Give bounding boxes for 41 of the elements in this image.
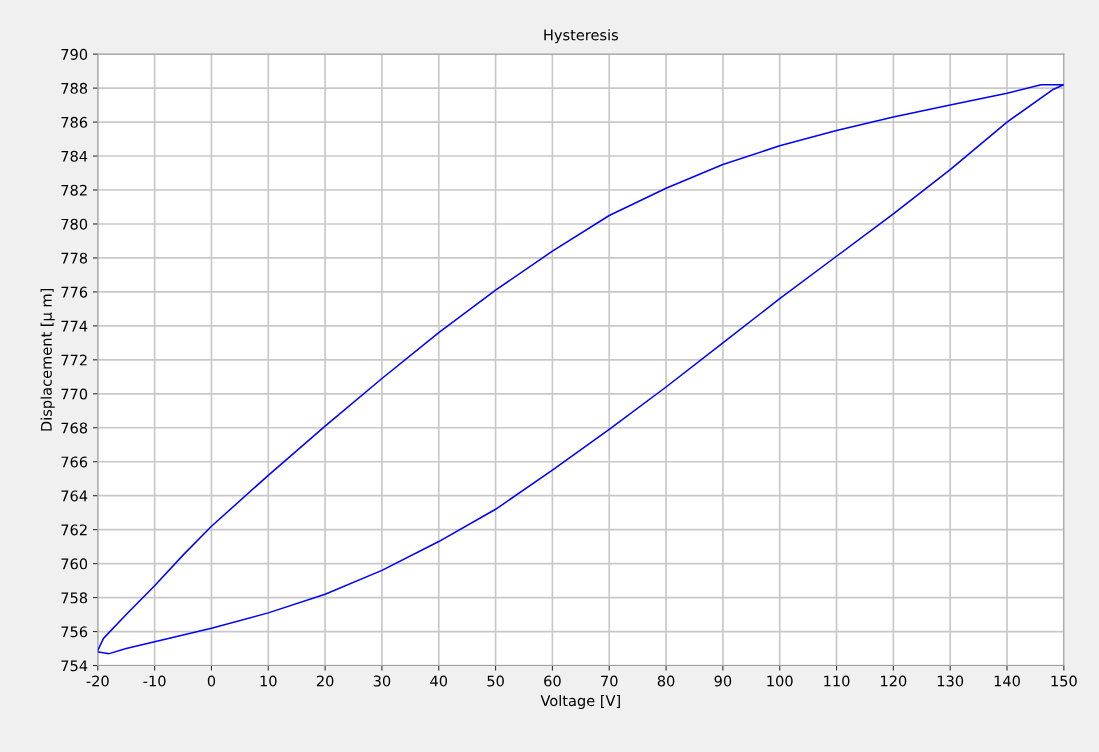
x-tick-label: 40 <box>430 675 448 687</box>
x-tick-label: 130 <box>937 675 964 687</box>
chart-title: Hysteresis <box>544 29 618 44</box>
y-tick-label: 772 <box>61 354 87 366</box>
y-tick-label: 758 <box>61 592 88 604</box>
x-tick-label: -10 <box>143 675 166 687</box>
y-tick-label: 754 <box>61 660 88 672</box>
x-tick-label: 60 <box>544 675 561 687</box>
x-tick-label: 90 <box>714 675 732 687</box>
y-tick-label: 788 <box>61 82 88 94</box>
x-tick-label: 30 <box>373 675 391 687</box>
y-tick-label: 762 <box>61 524 87 536</box>
x-tick-label: 80 <box>657 675 675 687</box>
x-tick-label: 50 <box>487 675 504 687</box>
x-tick-label: 70 <box>601 675 618 687</box>
line-series <box>97 83 1064 655</box>
y-tick-label: 780 <box>61 218 88 230</box>
y-tick-label: 764 <box>61 490 88 502</box>
y-tick-label: 786 <box>61 116 88 128</box>
y-tick-label: 760 <box>61 558 88 570</box>
x-tick-label: 140 <box>994 675 1020 687</box>
y-tick-label: 776 <box>61 286 88 298</box>
y-tick-label: 756 <box>61 626 88 638</box>
y-tick-label: 766 <box>61 456 88 468</box>
x-tick-label: 10 <box>260 675 277 687</box>
y-tick-label: 768 <box>61 422 88 434</box>
x-tick-label: -20 <box>86 675 109 687</box>
x-tick-label: 110 <box>824 675 850 687</box>
x-tick-label: 120 <box>881 675 907 687</box>
y-tick-label: 782 <box>61 184 87 196</box>
y-tick-label: 778 <box>61 252 88 264</box>
y-tick-label: 784 <box>61 150 88 162</box>
x-tick-label: 20 <box>316 675 334 687</box>
x-axis-title: Voltage [V] <box>540 694 620 710</box>
y-tick-label: 770 <box>61 388 88 400</box>
y-axis-title: Displacement [µ m] <box>40 288 55 431</box>
x-tick-label: 100 <box>767 675 793 687</box>
x-tick-label: 0 <box>207 675 216 687</box>
x-tick-label: 150 <box>1051 675 1077 687</box>
y-tick-label: 790 <box>61 48 88 60</box>
y-tick-label: 774 <box>61 320 88 332</box>
